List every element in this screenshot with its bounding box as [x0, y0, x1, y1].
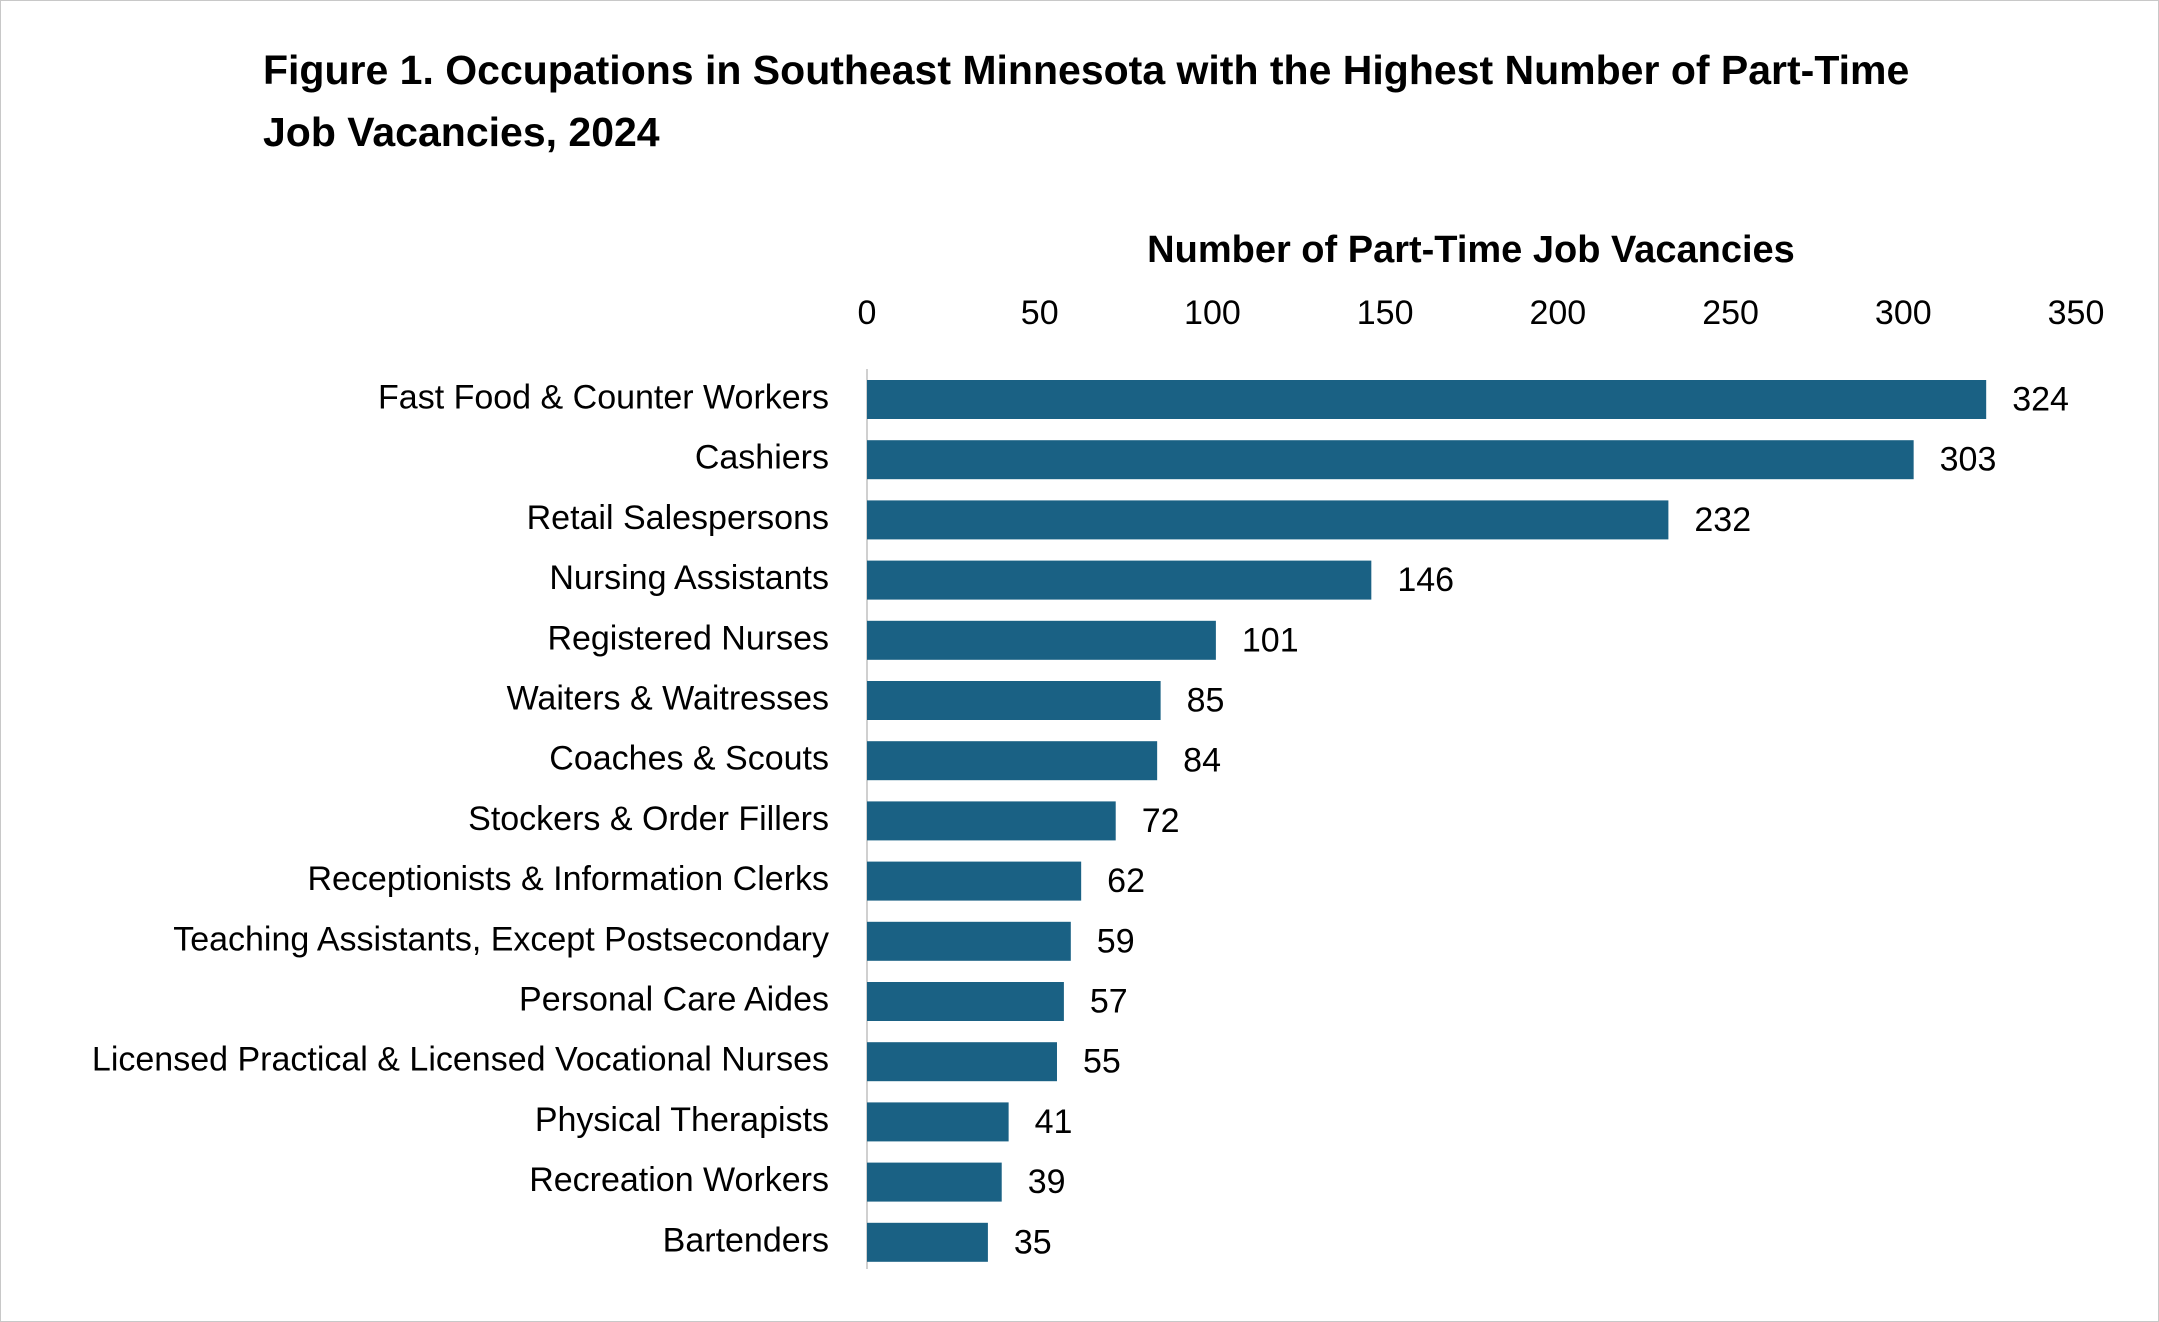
- value-label: 101: [1242, 621, 1299, 659]
- bar: [867, 801, 1116, 841]
- value-label: 146: [1397, 561, 1454, 599]
- bar: [867, 620, 1216, 660]
- bar: [867, 741, 1158, 781]
- y-tick-label: Retail Salespersons: [527, 499, 829, 537]
- y-tick-label: Waiters & Waitresses: [507, 679, 829, 717]
- value-label: 62: [1107, 862, 1145, 900]
- value-label: 57: [1090, 982, 1128, 1020]
- x-axis-title: Number of Part-Time Job Vacancies: [1147, 229, 1795, 271]
- y-tick-label: Registered Nurses: [547, 619, 829, 657]
- y-tick-label: Bartenders: [663, 1221, 829, 1259]
- bar: [867, 681, 1161, 720]
- x-tick-label: 150: [1357, 294, 1414, 332]
- chart-title: Figure 1. Occupations in Southeast Minne…: [263, 47, 1910, 155]
- bar: [867, 861, 1082, 901]
- bar: [867, 921, 1071, 961]
- x-tick-label: 50: [1021, 294, 1059, 332]
- y-tick-label: Stockers & Order Fillers: [468, 800, 829, 838]
- y-tick-label: Fast Food & Counter Workers: [378, 378, 829, 416]
- value-label: 35: [1014, 1223, 1052, 1261]
- y-tick-label: Nursing Assistants: [549, 559, 829, 597]
- value-label: 85: [1187, 681, 1225, 719]
- bar: [867, 500, 1669, 540]
- y-tick-label: Cashiers: [695, 439, 829, 477]
- x-tick-label: 300: [1875, 294, 1932, 332]
- x-tick-label: 0: [858, 294, 877, 332]
- bar: [867, 440, 1914, 480]
- value-label: 39: [1028, 1163, 1066, 1201]
- y-tick-label: Physical Therapists: [535, 1101, 829, 1139]
- y-tick-label: Personal Care Aides: [519, 980, 829, 1018]
- y-tick-label: Recreation Workers: [529, 1161, 829, 1199]
- value-label: 303: [1940, 441, 1997, 479]
- y-tick-label: Teaching Assistants, Except Postsecondar…: [173, 920, 829, 958]
- bar: [867, 1222, 988, 1262]
- bar: [867, 1162, 1002, 1202]
- y-tick-label: Receptionists & Information Clerks: [307, 860, 829, 898]
- y-tick-label: Coaches & Scouts: [549, 740, 829, 778]
- value-label: 324: [2012, 380, 2069, 418]
- x-tick-label: 250: [1702, 294, 1759, 332]
- bar: [867, 1102, 1009, 1142]
- x-tick-label: 200: [1529, 294, 1586, 332]
- value-label: 84: [1183, 742, 1221, 780]
- value-label: 232: [1694, 501, 1751, 539]
- y-tick-label: Licensed Practical & Licensed Vocational…: [92, 1041, 829, 1079]
- value-label: 59: [1097, 922, 1135, 960]
- bar: [867, 982, 1064, 1021]
- value-label: 72: [1142, 802, 1180, 840]
- value-label: 41: [1035, 1103, 1073, 1141]
- bar: [867, 1042, 1057, 1082]
- bar: [867, 380, 1987, 419]
- x-tick-label: 350: [2048, 294, 2105, 332]
- x-tick-label: 100: [1184, 294, 1241, 332]
- value-label: 55: [1083, 1043, 1121, 1081]
- bar: [867, 560, 1372, 600]
